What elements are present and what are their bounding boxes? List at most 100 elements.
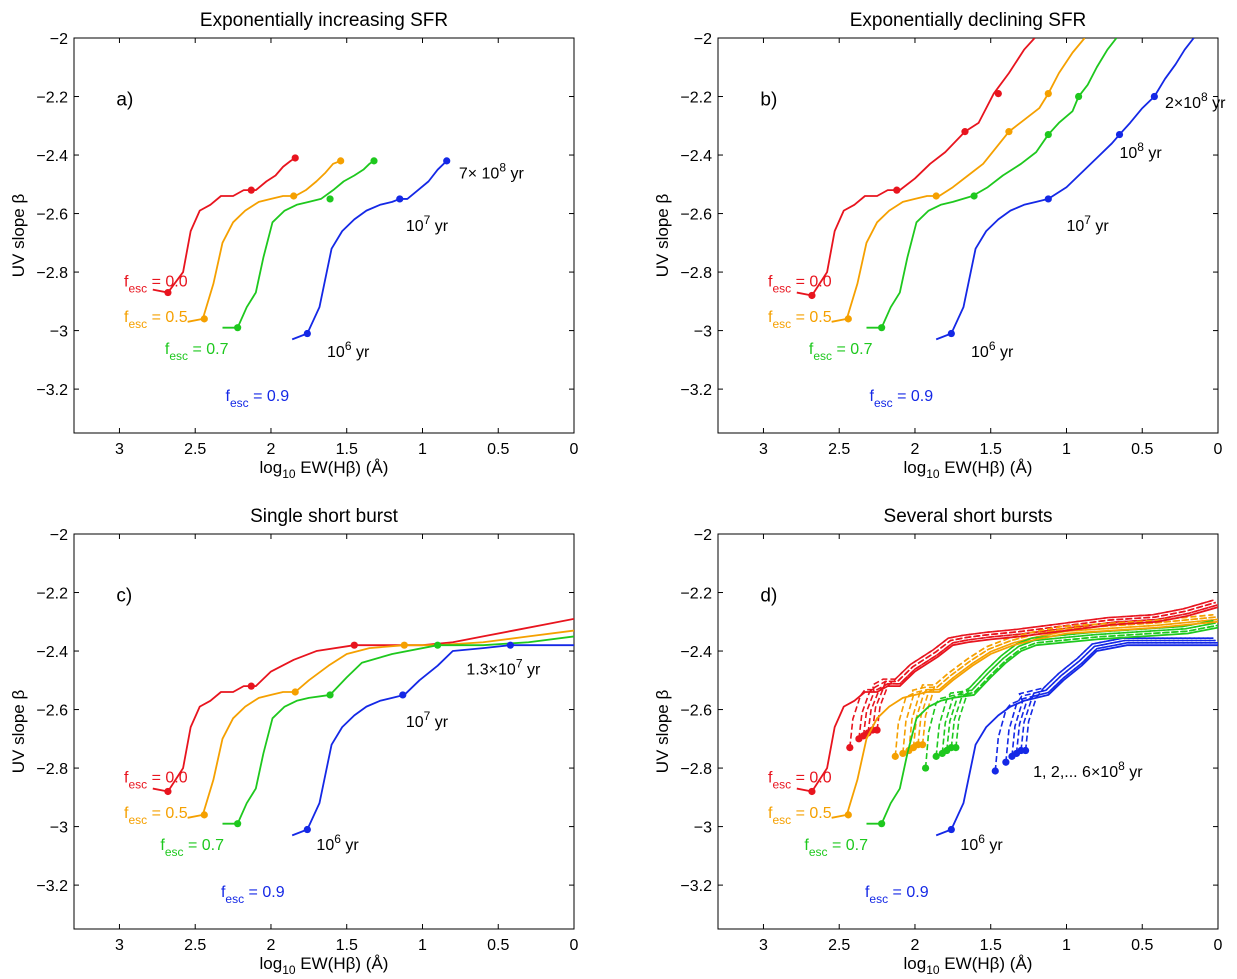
data-marker [247,682,255,690]
x-tick-label: 0.5 [1131,441,1153,458]
axes-frame [717,37,1219,434]
series-line [796,38,1036,297]
fesc-sub: esc [128,778,147,792]
data-marker [1005,128,1013,136]
fesc-f: f [768,770,773,787]
series-line [291,160,448,341]
age-annotation: 7× 108 yr [459,160,525,182]
y-tick-label: −2.8 [680,265,712,282]
fesc-sub: esc [128,282,147,296]
fesc-label: fesc = 0.0 [768,770,832,792]
y-tick-label: −2.6 [36,703,68,720]
y-tick-label: −3.2 [680,382,712,399]
burst-curve [1015,642,1218,754]
fesc-value: = 0.9 [244,884,285,901]
annotation-base: 10 [316,837,334,854]
annotation-base: 10 [406,714,424,731]
fesc-sub: esc [772,317,791,331]
axes-frame [73,37,575,434]
burst-curve [1020,639,1216,751]
fesc-value: = 0.0 [791,770,832,787]
data-marker [370,157,378,165]
data-marker [1115,130,1124,139]
y-tick-label: −3 [694,820,712,837]
chart-panel-2: 3 2.5 2 1.5 1 0.5 0 −2 −2.2 −2.4 −2.6 −2.8 −3 −3.2 Exp… [653,10,1226,481]
series-line [187,160,341,323]
x-tick-label: 1 [418,441,427,458]
x-tick-label: 2 [267,937,276,954]
data-marker [808,291,816,300]
xlabel-log: log [260,458,283,477]
fesc-value: = 0.9 [249,388,290,405]
y-tick-label: −2.6 [680,207,712,224]
y-tick-label: −2.4 [36,644,68,661]
y-tick-label: −2.4 [680,644,712,661]
data-marker [1044,89,1052,98]
series-line [831,620,1218,819]
fesc-label: fesc = 0.5 [768,805,832,827]
annotation-base: 1, 2,... 6×10 [1033,764,1118,781]
data-marker [247,186,255,194]
y-tick-label: −2.2 [680,586,712,603]
y-tick-label: −2.6 [36,207,68,224]
data-marker [350,641,358,649]
burst-curve [1024,637,1214,751]
x-tick-label: 3 [115,441,124,458]
data-marker [947,329,955,338]
data-marker [291,688,299,696]
fesc-f: f [865,884,870,901]
fesc-sub: esc [225,892,244,906]
fesc-label: fesc = 0.9 [870,388,934,410]
xlabel-log: log [904,458,927,477]
data-marker [337,157,345,165]
y-axis-label: UV slope β [9,690,28,774]
y-tick-label: −2.8 [36,265,68,282]
age-annotation: 107 yr [1066,213,1109,235]
x-tick-label: 3 [115,937,124,954]
data-marker [1150,92,1158,101]
burst-curve [908,613,1214,751]
annotation-exp: 8 [1137,140,1144,154]
data-marker [1044,130,1052,139]
annotation-base: 1.3×10 [466,661,515,678]
y-tick-label: −2.4 [36,148,68,165]
y-tick-label: −2.2 [36,586,68,603]
burst-curve [876,599,1214,731]
series-line [291,644,574,837]
fesc-f: f [768,805,773,822]
x-tick-label: 1 [1062,937,1071,954]
fesc-f: f [124,309,129,326]
annotation-base: 10 [971,344,989,361]
y-tick-label: −2 [50,527,68,544]
data-marker [291,154,299,162]
data-marker [399,691,407,699]
fesc-sub: esc [772,813,791,827]
annotation-exp: 6 [989,339,996,353]
fesc-label: fesc = 0.0 [124,770,188,792]
annotation-base: 7× 10 [459,165,500,182]
x-tick-label: 2.5 [184,937,206,954]
fesc-label: fesc = 0.0 [768,274,832,296]
data-marker [434,641,442,649]
burst-marker [1021,746,1030,755]
plot-area [152,617,574,837]
annotation-unit: yr [523,661,541,678]
data-marker [893,186,901,194]
burst-curve [945,624,1218,751]
chart-panel-4: 3 2.5 2 1.5 1 0.5 0 −2 −2.2 −2.4 −2.6 −2.8 −3 −3.2 Sev… [653,506,1223,977]
fesc-label: fesc = 0.9 [221,884,285,906]
fesc-f: f [124,274,129,291]
series-line [152,157,296,294]
age-annotation: 106 yr [960,832,1003,854]
annotation-unit: yr [1208,95,1226,112]
data-marker [396,195,404,203]
y-axis-label: UV slope β [653,690,672,774]
axes-frame [717,533,1219,930]
panel-label: a) [116,89,133,110]
x-axis-label: log10 EW(Hβ) (Å) [260,458,389,481]
annotation-exp: 8 [499,160,506,174]
burst-marker [873,726,881,734]
x-tick-label: 1.5 [336,441,358,458]
series-line [152,617,574,793]
x-tick-label: 0.5 [487,441,509,458]
